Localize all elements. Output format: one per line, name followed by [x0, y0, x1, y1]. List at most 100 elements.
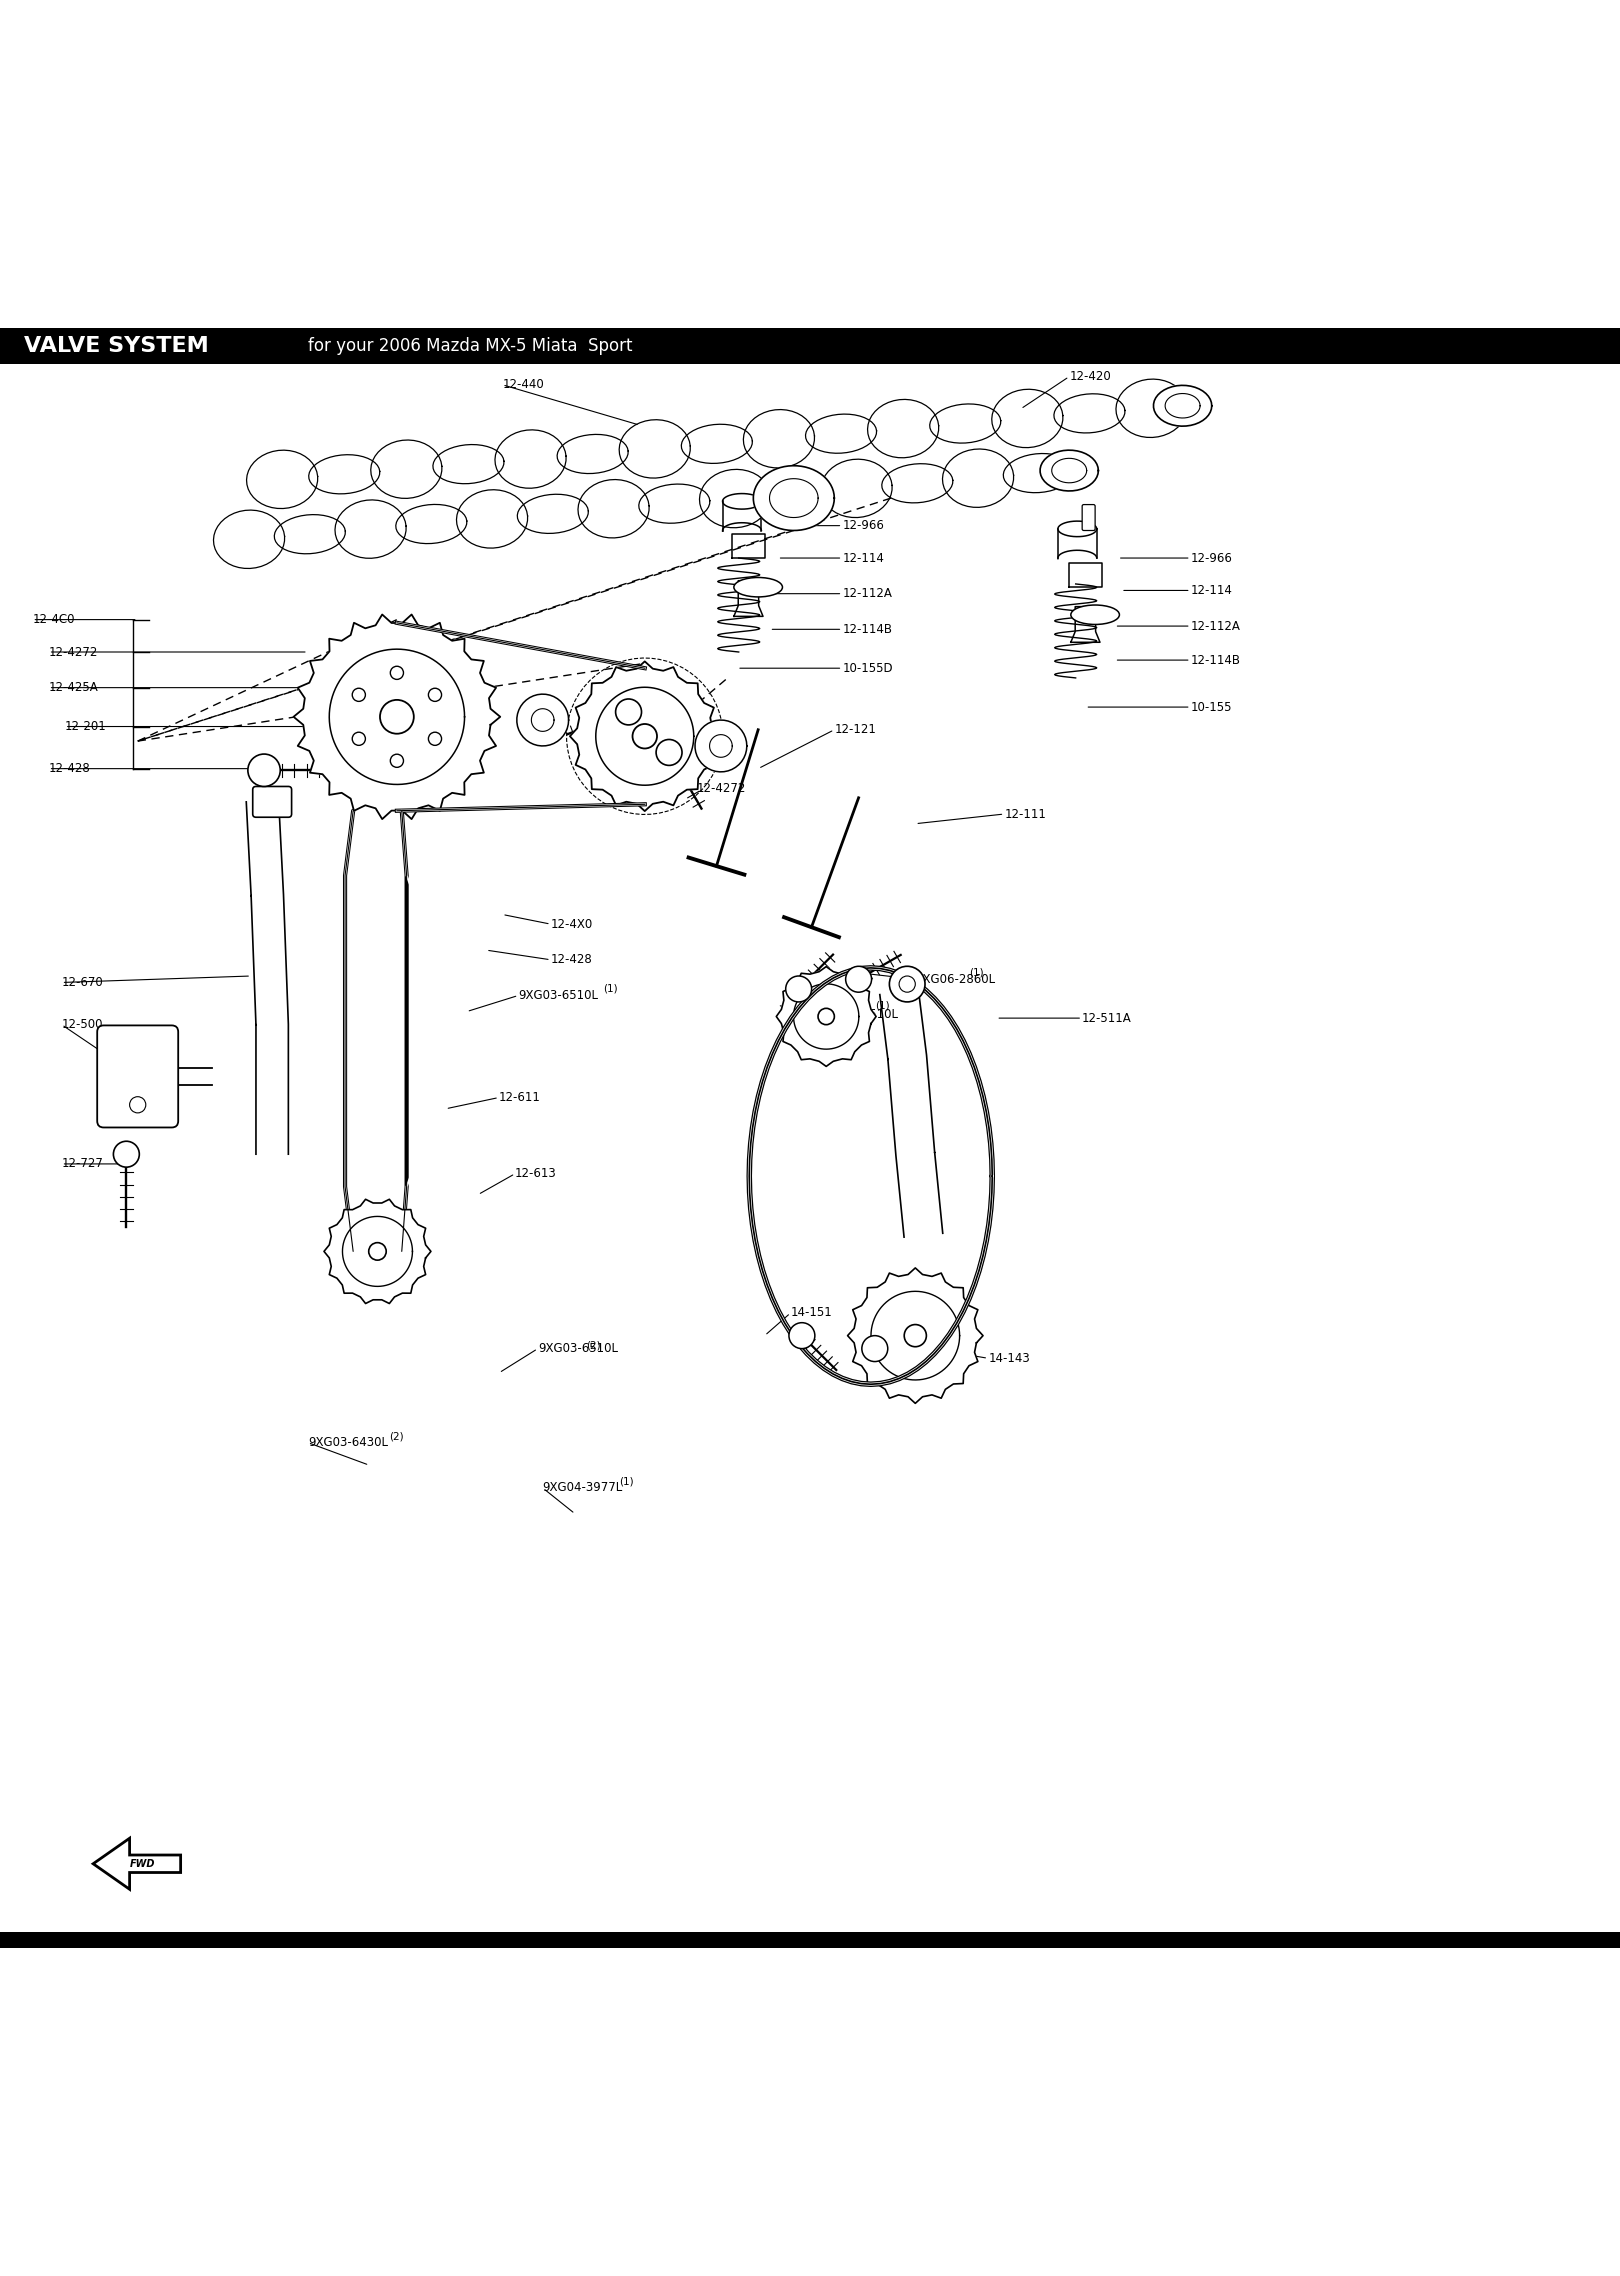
Polygon shape	[214, 510, 285, 569]
Polygon shape	[930, 403, 1001, 444]
Polygon shape	[94, 1839, 180, 1889]
Text: 12-420: 12-420	[1069, 371, 1111, 382]
FancyBboxPatch shape	[1082, 505, 1095, 530]
Text: 12-611: 12-611	[499, 1090, 541, 1104]
Text: 12-112A: 12-112A	[842, 587, 893, 601]
Circle shape	[818, 1008, 834, 1024]
Text: 12-500: 12-500	[62, 1017, 104, 1031]
Polygon shape	[805, 414, 876, 453]
Polygon shape	[1153, 385, 1212, 426]
Text: 12-114: 12-114	[842, 551, 885, 564]
Text: 9XG03-6510L: 9XG03-6510L	[518, 990, 598, 1001]
Circle shape	[248, 753, 280, 787]
Text: FWD: FWD	[130, 1859, 156, 1869]
Circle shape	[113, 1140, 139, 1168]
FancyBboxPatch shape	[0, 328, 1620, 364]
Circle shape	[428, 733, 442, 744]
Text: (2): (2)	[586, 1341, 601, 1350]
Text: 12-511A: 12-511A	[1082, 1011, 1132, 1024]
Circle shape	[789, 1322, 815, 1350]
Text: 12-428: 12-428	[49, 762, 91, 776]
Text: 10-155: 10-155	[1191, 701, 1233, 715]
Ellipse shape	[734, 578, 782, 596]
Text: 9XG03-6510L: 9XG03-6510L	[818, 1008, 897, 1022]
Polygon shape	[335, 501, 407, 558]
Text: VALVE SYSTEM: VALVE SYSTEM	[24, 337, 209, 355]
Text: 12-112A: 12-112A	[1191, 619, 1241, 633]
Text: (1): (1)	[969, 967, 983, 979]
Polygon shape	[496, 430, 565, 489]
Text: 12-4272: 12-4272	[697, 781, 745, 794]
Circle shape	[369, 1243, 386, 1261]
Polygon shape	[723, 494, 761, 510]
Circle shape	[352, 687, 366, 701]
Polygon shape	[1116, 380, 1187, 437]
Polygon shape	[682, 423, 752, 464]
Polygon shape	[1055, 394, 1124, 432]
Polygon shape	[847, 1268, 983, 1404]
Text: 9XG03-6510L: 9XG03-6510L	[538, 1343, 617, 1354]
Circle shape	[786, 976, 812, 1001]
Text: 12-428: 12-428	[551, 954, 593, 967]
Text: 10-155D: 10-155D	[842, 662, 893, 674]
Polygon shape	[753, 467, 834, 530]
Text: 12-670: 12-670	[62, 976, 104, 990]
Text: 9XG06-2860L: 9XG06-2860L	[915, 972, 995, 986]
Text: 12-4X0: 12-4X0	[551, 917, 593, 931]
Polygon shape	[570, 662, 719, 810]
Text: 12-966: 12-966	[842, 519, 885, 533]
Polygon shape	[517, 694, 569, 747]
Circle shape	[390, 667, 403, 681]
Polygon shape	[991, 389, 1063, 448]
Polygon shape	[371, 439, 442, 498]
Ellipse shape	[1071, 605, 1119, 624]
Text: 9XG03-6430L: 9XG03-6430L	[308, 1436, 387, 1450]
Polygon shape	[695, 719, 747, 772]
Polygon shape	[246, 801, 288, 1154]
Text: 12-727: 12-727	[62, 1158, 104, 1170]
Circle shape	[428, 687, 442, 701]
Text: (1): (1)	[875, 999, 889, 1011]
Polygon shape	[881, 464, 953, 503]
Circle shape	[846, 967, 872, 992]
Circle shape	[632, 724, 658, 749]
Text: 12-966: 12-966	[1191, 551, 1233, 564]
Polygon shape	[557, 435, 629, 473]
FancyBboxPatch shape	[97, 1026, 178, 1127]
Text: 12-114B: 12-114B	[842, 624, 893, 635]
Polygon shape	[700, 469, 771, 528]
Text: 12-114: 12-114	[1191, 585, 1233, 596]
Text: for your 2006 Mazda MX-5 Miata  Sport: for your 2006 Mazda MX-5 Miata Sport	[308, 337, 632, 355]
Polygon shape	[880, 990, 943, 1238]
Polygon shape	[293, 615, 501, 819]
Polygon shape	[744, 410, 815, 469]
Text: 12-4272: 12-4272	[49, 646, 97, 658]
Text: (2): (2)	[389, 1432, 403, 1441]
Circle shape	[616, 699, 642, 724]
Polygon shape	[1040, 451, 1098, 492]
Polygon shape	[760, 473, 831, 512]
FancyBboxPatch shape	[253, 787, 292, 817]
Text: 12-201: 12-201	[65, 719, 107, 733]
Polygon shape	[1071, 608, 1100, 642]
Polygon shape	[578, 480, 650, 537]
Polygon shape	[433, 444, 504, 485]
Polygon shape	[734, 580, 763, 617]
Text: 12-114B: 12-114B	[1191, 653, 1241, 667]
Text: 12-121: 12-121	[834, 724, 876, 735]
Polygon shape	[776, 967, 876, 1067]
Polygon shape	[638, 485, 710, 523]
Circle shape	[381, 701, 413, 733]
Text: 12-4C0: 12-4C0	[32, 612, 75, 626]
Text: 9XG04-3977L: 9XG04-3977L	[543, 1482, 624, 1495]
Text: 14-151: 14-151	[791, 1306, 833, 1320]
Polygon shape	[309, 455, 379, 494]
Text: 12-111: 12-111	[1004, 808, 1047, 822]
Polygon shape	[943, 448, 1014, 508]
Text: 12-613: 12-613	[515, 1168, 557, 1181]
Circle shape	[862, 1336, 888, 1361]
Circle shape	[904, 1325, 927, 1347]
Polygon shape	[1069, 562, 1102, 587]
Polygon shape	[457, 489, 528, 549]
Circle shape	[899, 976, 915, 992]
